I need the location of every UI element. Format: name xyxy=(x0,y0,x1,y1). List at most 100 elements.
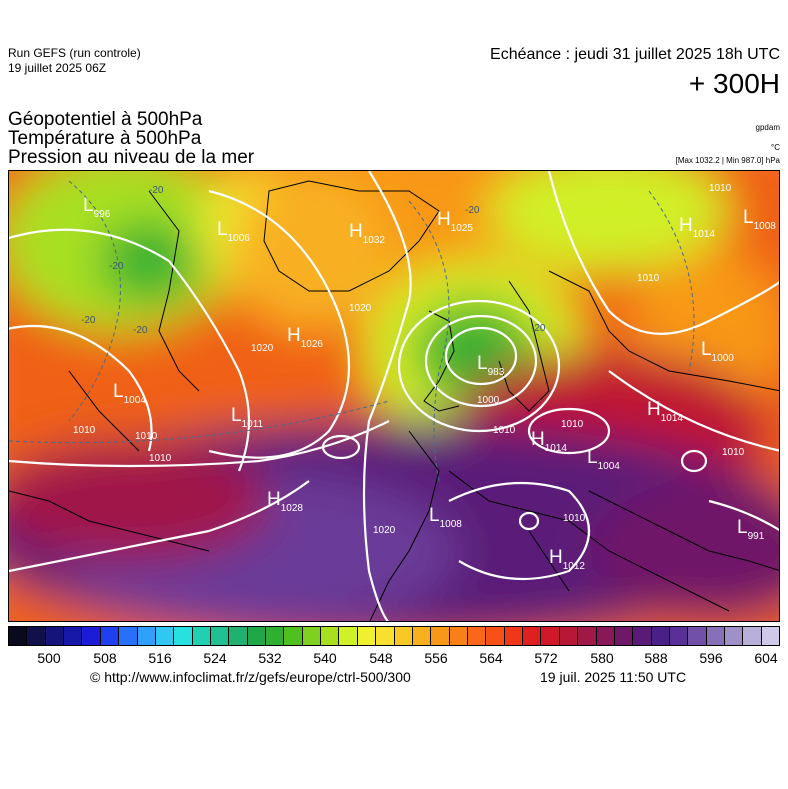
isotherm-label: -20 xyxy=(81,315,96,326)
pressure-center-low: L1000 xyxy=(701,339,734,364)
pressure-center-high: H1025 xyxy=(437,209,473,234)
color-scale-tick: 524 xyxy=(203,650,227,666)
color-scale-tick: 548 xyxy=(369,650,393,666)
isobar-label: 1010 xyxy=(135,431,158,442)
color-swatch xyxy=(669,627,689,645)
isotherm-label: -20 xyxy=(531,323,546,334)
temperature-isotherms xyxy=(9,180,695,482)
run-label: Run GEFS (run controle) xyxy=(8,46,141,60)
color-swatch xyxy=(761,627,780,645)
color-scale-tick: 540 xyxy=(313,650,337,666)
color-scale-tick: 508 xyxy=(93,650,117,666)
color-swatch xyxy=(137,627,156,645)
isobar-label: 1010 xyxy=(722,447,745,458)
parameter-temperature: Température à 500hPa xyxy=(8,128,202,149)
isotherm-label: -20 xyxy=(149,185,164,196)
isobar-label: 1000 xyxy=(477,395,500,406)
color-swatch xyxy=(64,627,83,645)
color-scale-tick: 604 xyxy=(754,650,778,666)
pressure-center-low: L1006 xyxy=(217,219,250,244)
color-scale-bar xyxy=(8,626,780,646)
color-swatch xyxy=(706,627,726,645)
color-swatch xyxy=(394,627,413,645)
pressure-center-high: H1028 xyxy=(267,489,303,514)
isobar-label: 1020 xyxy=(251,343,274,354)
color-scale-tick: 596 xyxy=(699,650,723,666)
parameter-pressure: Pression au niveau de la mer xyxy=(8,147,255,168)
isotherm-label: -20 xyxy=(133,325,148,336)
color-swatch xyxy=(210,627,230,645)
isobar-label: 1010 xyxy=(73,425,96,436)
isotherm-label: -20 xyxy=(465,205,480,216)
unit-temperature: °C xyxy=(771,143,780,152)
color-swatch xyxy=(633,627,652,645)
color-scale-ticks: 500 508 516 524 532 540 548 556 564 572 580 588 596 6… xyxy=(8,650,780,668)
color-swatch xyxy=(284,627,303,645)
color-swatch xyxy=(559,627,579,645)
pressure-center-low: L1004 xyxy=(587,447,620,472)
color-swatch xyxy=(504,627,524,645)
color-swatch xyxy=(302,627,322,645)
pressure-center-high: H1026 xyxy=(287,325,323,350)
isobar-label: 1010 xyxy=(637,273,660,284)
color-swatch xyxy=(192,627,211,645)
color-swatch xyxy=(174,627,193,645)
pressure-center-high: H1014 xyxy=(647,399,683,424)
color-swatch xyxy=(9,627,28,645)
color-swatch xyxy=(119,627,138,645)
lead-time: + 300H xyxy=(688,68,780,99)
pressure-center-low: L1011 xyxy=(231,405,264,430)
pressure-center-low: L1008 xyxy=(743,207,776,232)
pressure-center-high: H1014 xyxy=(531,429,567,454)
isobar-label: 1010 xyxy=(149,453,172,464)
color-swatch xyxy=(614,627,634,645)
color-swatch xyxy=(45,627,65,645)
pressure-center-low: L1008 xyxy=(429,505,462,530)
pressure-center-high: H1014 xyxy=(679,215,715,240)
isobar-label: 1010 xyxy=(563,513,586,524)
color-swatch xyxy=(357,627,377,645)
color-swatch xyxy=(725,627,744,645)
color-swatch xyxy=(376,627,395,645)
color-scale-tick: 532 xyxy=(258,650,282,666)
coastlines xyxy=(9,180,779,621)
color-swatch xyxy=(82,627,101,645)
isobar-label: 1010 xyxy=(561,419,584,430)
isotherm-label: -20 xyxy=(109,261,124,272)
pressure-centers: L996 L1006 H1032 H1025 H1014 L1008 H1026 L983 L1… xyxy=(83,195,776,572)
isobar-label: 1010 xyxy=(493,425,516,436)
color-swatch xyxy=(651,627,670,645)
color-swatch xyxy=(578,627,597,645)
color-swatch xyxy=(27,627,46,645)
color-swatch xyxy=(743,627,762,645)
pressure-center-high: H1012 xyxy=(549,547,585,572)
color-swatch xyxy=(523,627,542,645)
color-swatch xyxy=(486,627,505,645)
pressure-center-low: L996 xyxy=(83,195,111,220)
color-swatch xyxy=(229,627,248,645)
color-swatch xyxy=(467,627,487,645)
color-swatch xyxy=(100,627,120,645)
color-swatch xyxy=(541,627,560,645)
weather-map: L996 L1006 H1032 H1025 H1014 L1008 H1026 L983 L1… xyxy=(8,170,780,622)
forecast-valid-time: Echéance : jeudi 31 juillet 2025 18h UTC xyxy=(490,46,780,63)
color-swatch xyxy=(321,627,340,645)
color-swatch xyxy=(449,627,468,645)
color-scale-tick: 564 xyxy=(479,650,503,666)
unit-geopotential: gpdam xyxy=(755,123,780,132)
color-scale-tick: 572 xyxy=(534,650,558,666)
pressure-center-low: L991 xyxy=(737,517,765,542)
isobars xyxy=(9,171,779,621)
color-swatch xyxy=(247,627,267,645)
color-swatch xyxy=(596,627,615,645)
color-scale-tick: 588 xyxy=(644,650,668,666)
pressure-center-low: L983 xyxy=(477,353,505,378)
color-scale-tick: 500 xyxy=(37,650,61,666)
copyright-link[interactable]: © http://www.infoclimat.fr/z/gefs/europe… xyxy=(90,669,411,685)
isobar-labels: 1010 1020 1010 1020 1000 1010 1010 1010 1020 1010… xyxy=(73,183,745,536)
color-swatch xyxy=(688,627,707,645)
color-swatch xyxy=(266,627,285,645)
temperature-labels: -20 -20 -20 -20 -20 -20 xyxy=(81,185,546,336)
color-scale-tick: 556 xyxy=(424,650,448,666)
isobar-label: 1020 xyxy=(373,525,396,536)
